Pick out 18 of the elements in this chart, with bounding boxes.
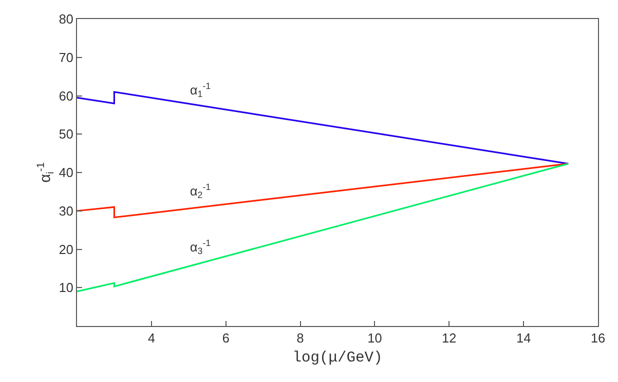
x-tick-label: 10 — [367, 330, 382, 346]
line-series — [77, 162, 570, 292]
y-tick-label: 10 — [58, 280, 74, 296]
x-tick-label: 16 — [590, 330, 606, 346]
y-tick-label: 60 — [58, 88, 74, 104]
y-tick-label: 30 — [58, 203, 74, 218]
y-tick-label: 50 — [58, 126, 74, 142]
x-tick-label: 4 — [148, 330, 156, 346]
x-tick-label: 6 — [222, 330, 230, 346]
y-tick-label: 70 — [58, 50, 74, 65]
x-tick-label: 12 — [442, 330, 456, 346]
x-tick-label: 14 — [516, 330, 531, 346]
y-tick-label: 80 — [58, 12, 74, 27]
y-tick-label: 40 — [58, 165, 74, 180]
x-tick-label: 8 — [296, 330, 304, 346]
y-tick-label: 20 — [58, 242, 74, 257]
x-axis-title: log(μ/GeV) — [292, 350, 383, 367]
line-series — [77, 162, 570, 218]
